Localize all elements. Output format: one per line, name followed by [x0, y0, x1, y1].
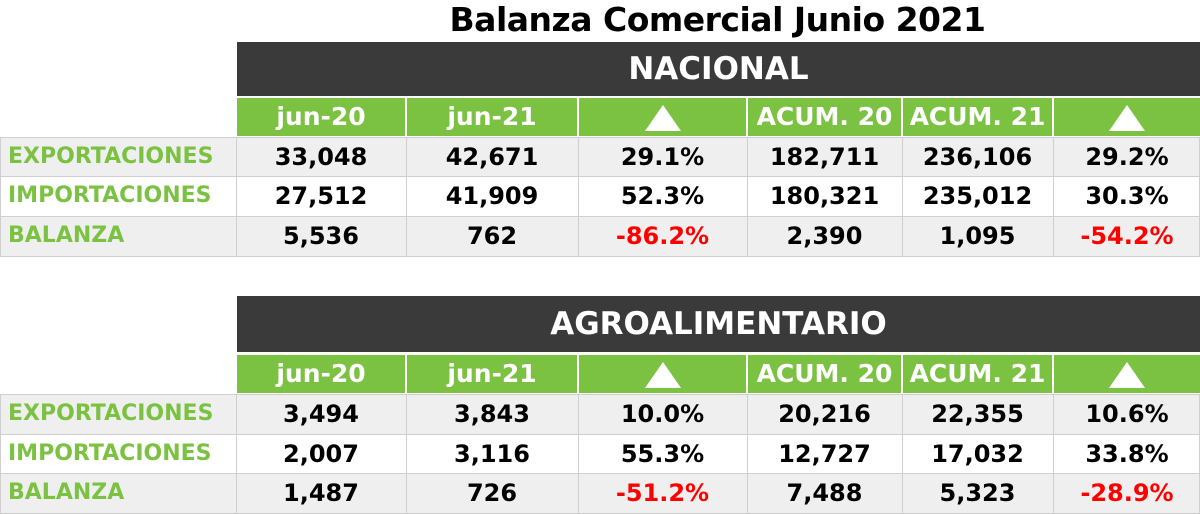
divider	[0, 256, 1200, 257]
cell-acum-20: 20,216	[778, 400, 871, 428]
cell-delta-accumulated: 30.3%	[1085, 182, 1169, 210]
header-delta-monthly	[579, 98, 746, 136]
divider	[578, 394, 579, 514]
row-label: IMPORTACIONES	[8, 441, 212, 466]
table-row: IMPORTACIONES 27,512 41,909 52.3% 180,32…	[0, 176, 1200, 216]
header-acum-20: ACUM. 20	[748, 355, 901, 393]
divider	[0, 176, 1200, 177]
divider	[747, 394, 748, 514]
cell-jun-21: 3,843	[454, 400, 530, 428]
divider	[0, 137, 1, 256]
cell-jun-21: 726	[466, 479, 518, 507]
row-label: EXPORTACIONES	[8, 401, 214, 426]
cell-acum-20: 12,727	[778, 440, 871, 468]
divider	[0, 394, 1200, 395]
divider	[0, 394, 1, 514]
cell-delta-monthly: 10.0%	[620, 400, 705, 428]
table-row: EXPORTACIONES 3,494 3,843 10.0% 20,216 2…	[0, 394, 1200, 434]
cell-acum-21: 5,323	[939, 479, 1016, 507]
cell-delta-monthly: 55.3%	[620, 440, 705, 468]
cell-delta-accumulated: 33.8%	[1085, 440, 1169, 468]
cell-acum-20: 180,321	[769, 182, 880, 210]
header-jun-20: jun-20	[237, 98, 405, 136]
divider	[747, 137, 748, 256]
cell-jun-20: 5,536	[283, 222, 359, 250]
triangle-up-icon	[1109, 105, 1145, 131]
triangle-up-icon	[644, 105, 681, 131]
triangle-up-icon	[1109, 362, 1145, 388]
cell-acum-21: 1,095	[939, 222, 1016, 250]
cell-delta-monthly: 52.3%	[620, 182, 705, 210]
triangle-up-icon	[644, 362, 681, 388]
cell-delta-accumulated: -54.2%	[1080, 222, 1174, 250]
table-title: AGROALIMENTARIO	[237, 296, 1200, 352]
divider	[1053, 137, 1054, 256]
header-delta-accumulated	[1054, 355, 1200, 393]
table-row: EXPORTACIONES 33,048 42,671 29.1% 182,71…	[0, 137, 1200, 177]
divider	[0, 473, 1200, 474]
divider	[902, 394, 903, 514]
header-delta-accumulated	[1054, 98, 1200, 136]
divider	[236, 394, 237, 514]
divider	[406, 394, 407, 514]
divider	[578, 137, 579, 256]
header-jun-21: jun-21	[407, 98, 577, 136]
row-label: BALANZA	[8, 480, 125, 505]
page-title: Balanza Comercial Junio 2021	[449, 0, 986, 39]
cell-acum-21: 236,106	[922, 143, 1033, 171]
cell-acum-20: 182,711	[769, 143, 880, 171]
header-acum-20: ACUM. 20	[748, 98, 901, 136]
cell-delta-monthly: -86.2%	[615, 222, 710, 250]
table-title: NACIONAL	[237, 42, 1200, 96]
cell-acum-20: 2,390	[786, 222, 863, 250]
table-row: BALANZA 5,536 762 -86.2% 2,390 1,095 -54…	[0, 216, 1200, 256]
cell-acum-21: 235,012	[922, 182, 1033, 210]
cell-jun-20: 2,007	[283, 440, 359, 468]
cell-jun-20: 27,512	[274, 182, 368, 210]
cell-jun-20: 33,048	[274, 143, 368, 171]
cell-acum-20: 7,488	[786, 479, 863, 507]
cell-acum-21: 22,355	[931, 400, 1024, 428]
row-label: EXPORTACIONES	[8, 144, 214, 169]
cell-jun-20: 1,487	[283, 479, 359, 507]
cell-jun-21: 762	[466, 222, 518, 250]
divider	[0, 137, 1200, 138]
divider	[1053, 394, 1054, 514]
cell-delta-monthly: 29.1%	[620, 143, 705, 171]
table-row: IMPORTACIONES 2,007 3,116 55.3% 12,727 1…	[0, 434, 1200, 474]
divider	[0, 434, 1200, 435]
header-jun-20: jun-20	[237, 355, 405, 393]
header-delta-monthly	[579, 355, 746, 393]
divider	[902, 137, 903, 256]
row-label: BALANZA	[8, 223, 125, 248]
cell-delta-monthly: -51.2%	[615, 479, 710, 507]
cell-delta-accumulated: 10.6%	[1085, 400, 1169, 428]
header-acum-21: ACUM. 21	[903, 355, 1052, 393]
cell-delta-accumulated: 29.2%	[1085, 143, 1169, 171]
header-jun-21: jun-21	[407, 355, 577, 393]
cell-jun-21: 41,909	[445, 182, 539, 210]
cell-jun-20: 3,494	[283, 400, 359, 428]
cell-jun-21: 42,671	[445, 143, 539, 171]
table-row: BALANZA 1,487 726 -51.2% 7,488 5,323 -28…	[0, 473, 1200, 513]
row-label: IMPORTACIONES	[8, 183, 212, 208]
header-acum-21: ACUM. 21	[903, 98, 1052, 136]
divider	[406, 137, 407, 256]
divider	[0, 216, 1200, 217]
cell-delta-accumulated: -28.9%	[1080, 479, 1174, 507]
divider	[236, 137, 237, 256]
cell-jun-21: 3,116	[454, 440, 530, 468]
cell-acum-21: 17,032	[931, 440, 1024, 468]
